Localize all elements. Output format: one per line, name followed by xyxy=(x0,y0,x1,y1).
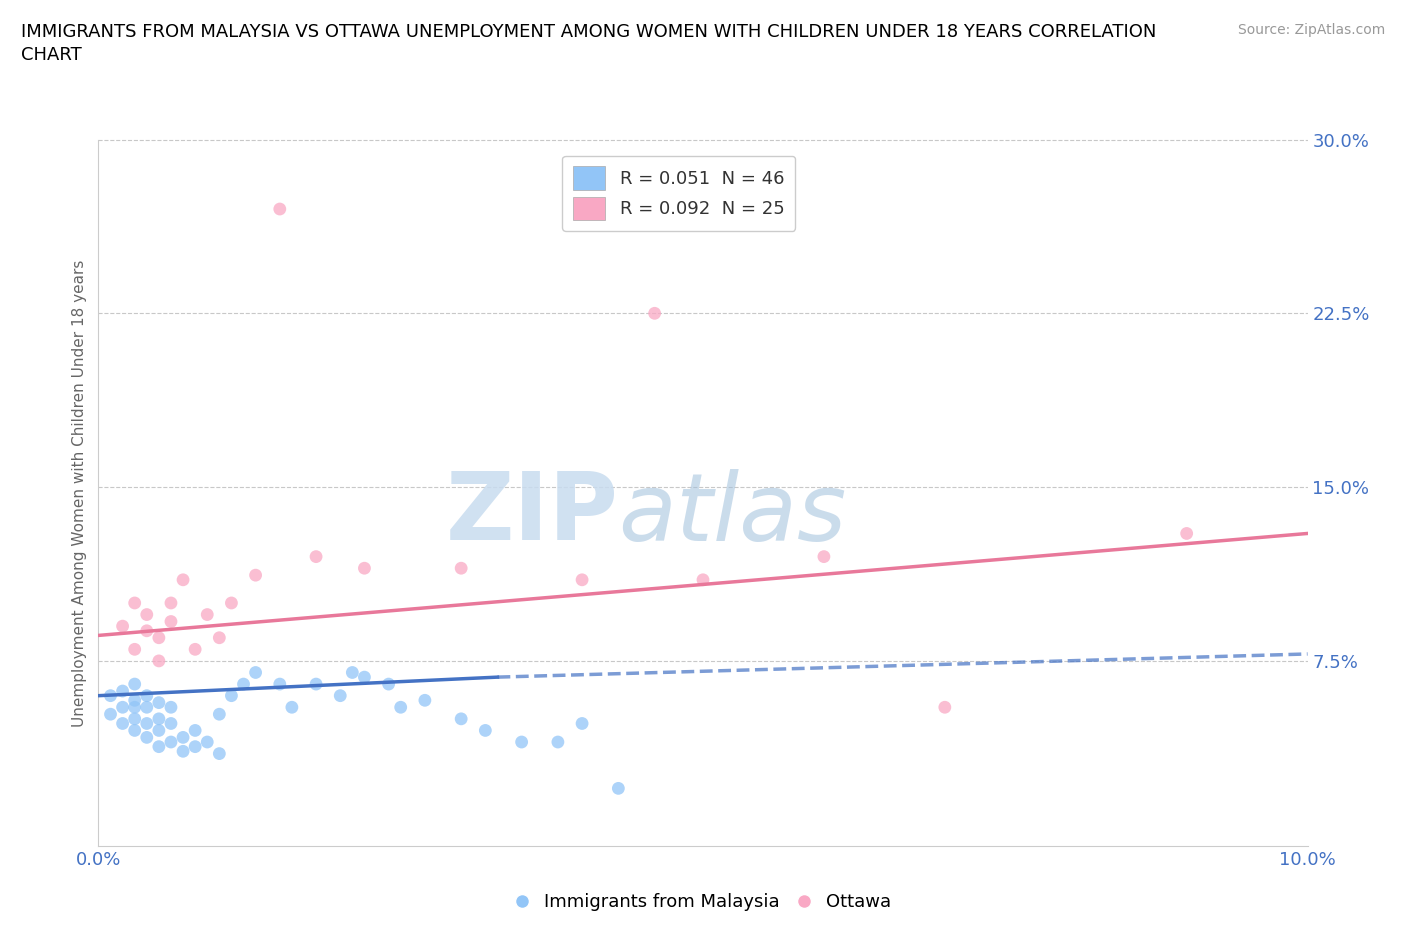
Point xyxy=(124,642,146,657)
Point xyxy=(607,781,630,796)
Point xyxy=(148,654,170,669)
Point xyxy=(124,677,146,692)
Point xyxy=(124,595,146,610)
Point xyxy=(111,684,134,698)
Point xyxy=(208,746,231,761)
Point xyxy=(571,716,593,731)
Point xyxy=(184,723,207,737)
Point xyxy=(934,699,956,714)
Point xyxy=(692,572,714,587)
Point xyxy=(124,723,146,737)
Point xyxy=(389,699,412,714)
Point xyxy=(1175,526,1198,541)
Point xyxy=(184,642,207,657)
Point xyxy=(135,623,157,638)
Point xyxy=(413,693,436,708)
Point xyxy=(232,677,254,692)
Point xyxy=(184,739,207,754)
Point xyxy=(377,677,399,692)
Point xyxy=(644,306,666,321)
Point xyxy=(111,716,134,731)
Y-axis label: Unemployment Among Women with Children Under 18 years: Unemployment Among Women with Children U… xyxy=(72,259,87,726)
Point xyxy=(160,735,183,750)
Point xyxy=(245,567,267,582)
Point xyxy=(148,631,170,645)
Point xyxy=(353,561,375,576)
Point xyxy=(208,631,231,645)
Point xyxy=(571,572,593,587)
Point xyxy=(148,723,170,737)
Point xyxy=(172,744,194,759)
Point xyxy=(329,688,352,703)
Point xyxy=(135,730,157,745)
Text: atlas: atlas xyxy=(619,469,846,560)
Point xyxy=(342,665,364,680)
Point xyxy=(135,607,157,622)
Point xyxy=(450,711,472,726)
Point xyxy=(160,595,183,610)
Point xyxy=(208,707,231,722)
Point xyxy=(269,202,291,217)
Point xyxy=(111,618,134,633)
Point xyxy=(124,711,146,726)
Point xyxy=(160,716,183,731)
Point xyxy=(305,550,328,565)
Point xyxy=(111,699,134,714)
Point xyxy=(100,707,122,722)
Point xyxy=(135,699,157,714)
Point xyxy=(245,665,267,680)
Point xyxy=(195,607,218,622)
Point xyxy=(124,699,146,714)
Point xyxy=(160,699,183,714)
Text: ZIP: ZIP xyxy=(446,468,619,560)
Point xyxy=(450,561,472,576)
Text: IMMIGRANTS FROM MALAYSIA VS OTTAWA UNEMPLOYMENT AMONG WOMEN WITH CHILDREN UNDER : IMMIGRANTS FROM MALAYSIA VS OTTAWA UNEMP… xyxy=(21,23,1157,41)
Point xyxy=(221,688,243,703)
Point xyxy=(172,572,194,587)
Point xyxy=(547,735,569,750)
Point xyxy=(474,723,496,737)
Point xyxy=(305,677,328,692)
Point xyxy=(353,670,375,684)
Point xyxy=(148,739,170,754)
Point xyxy=(124,693,146,708)
Point xyxy=(510,735,533,750)
Point xyxy=(195,735,218,750)
Point xyxy=(160,614,183,629)
Text: CHART: CHART xyxy=(21,46,82,64)
Point xyxy=(172,730,194,745)
Point xyxy=(813,550,835,565)
Point xyxy=(148,696,170,711)
Point xyxy=(135,716,157,731)
Text: Source: ZipAtlas.com: Source: ZipAtlas.com xyxy=(1237,23,1385,37)
Point xyxy=(135,688,157,703)
Point xyxy=(221,595,243,610)
Point xyxy=(269,677,291,692)
Point xyxy=(100,688,122,703)
Point xyxy=(281,699,304,714)
Legend: Immigrants from Malaysia, Ottawa: Immigrants from Malaysia, Ottawa xyxy=(508,886,898,919)
Point xyxy=(148,711,170,726)
